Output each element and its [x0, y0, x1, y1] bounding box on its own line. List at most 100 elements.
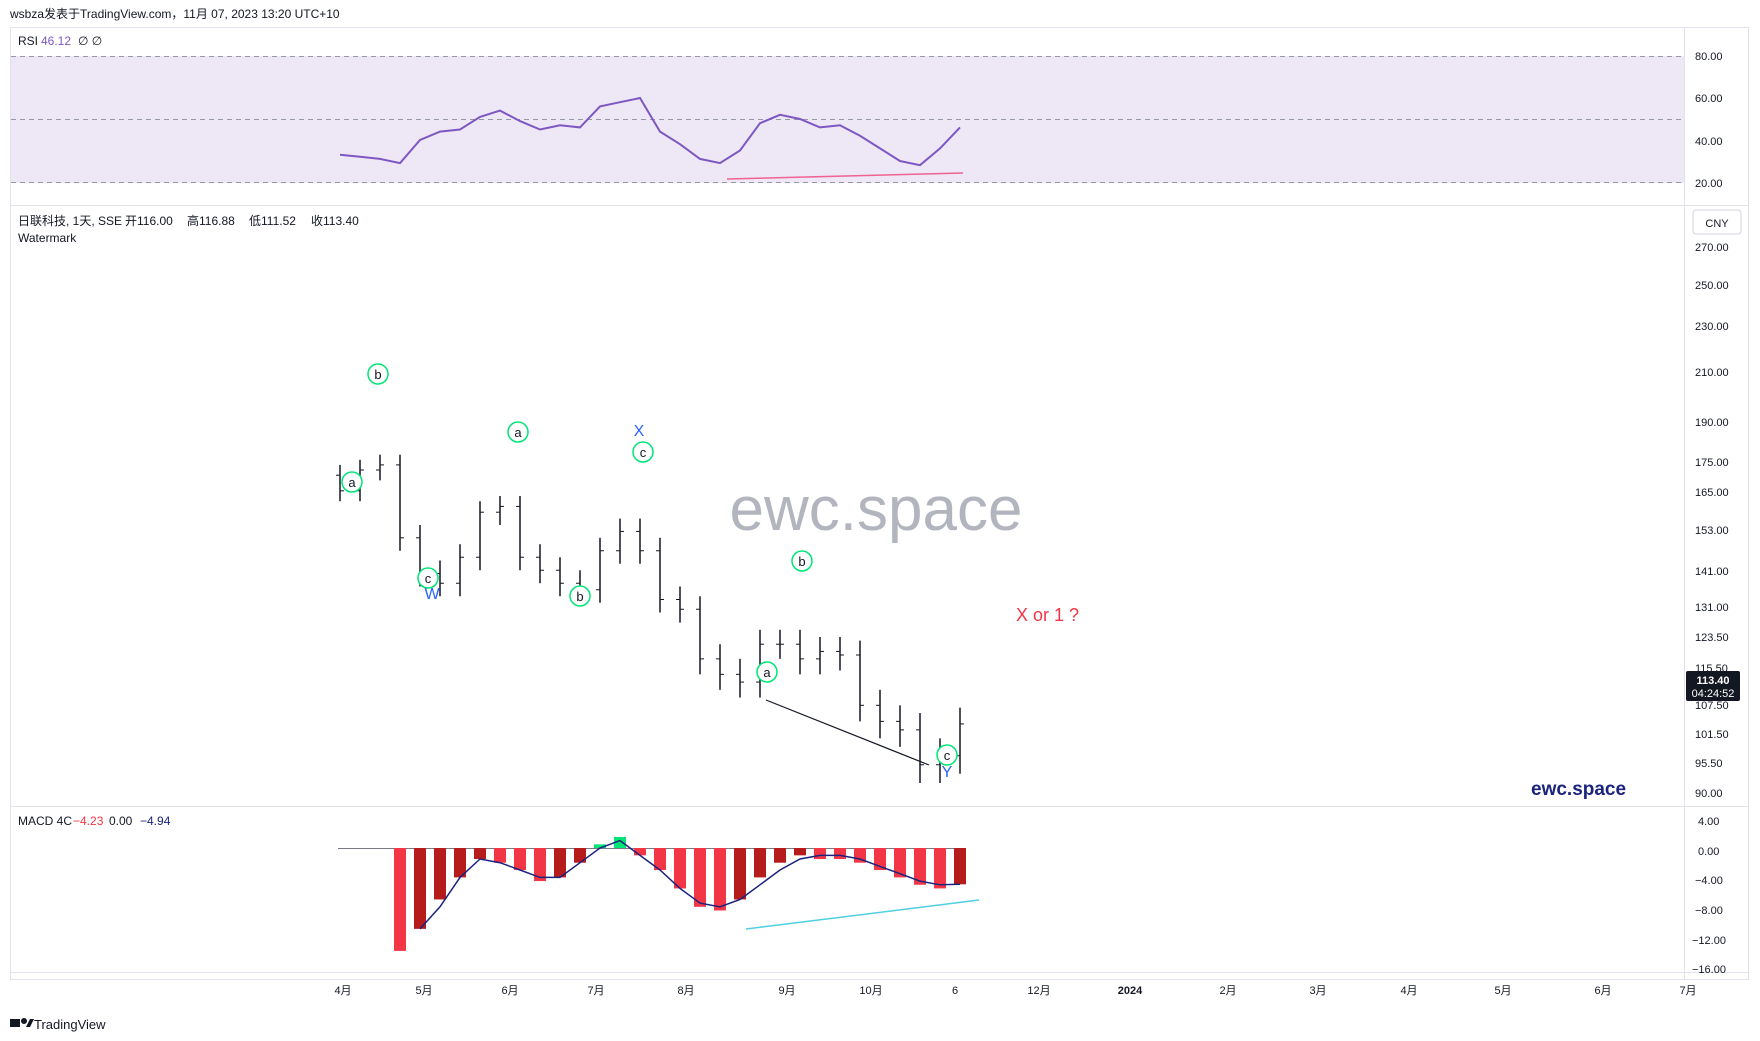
price-bar [716, 644, 724, 690]
wave-b1-text: b [374, 367, 381, 382]
macd-value-2: 0.00 [109, 814, 133, 828]
price-y-axis: 270.00 250.00 230.00 210.00 190.00 175.0… [1695, 242, 1729, 800]
wave-c2-circle [632, 441, 654, 463]
currency-box[interactable] [1692, 209, 1742, 235]
wave-c3-text: c [944, 748, 951, 763]
time-tick: 2024 [1118, 985, 1143, 997]
ohlc-high: 高116.88 [187, 213, 235, 228]
macd-bar [514, 848, 526, 871]
time-tick: 12月 [1027, 985, 1050, 997]
macd-bar [674, 848, 686, 889]
price-tick: 210.00 [1695, 367, 1729, 379]
price-bar [696, 596, 704, 675]
symbol-line: 日联科技, 1天, SSE [18, 214, 122, 228]
ohlc-open-label: 开 [125, 214, 137, 228]
time-tick: 2月 [1219, 985, 1236, 997]
price-tick: 190.00 [1695, 417, 1729, 429]
macd-bar [814, 848, 826, 860]
time-tick: 6 [952, 985, 958, 997]
price-tick: 250.00 [1695, 280, 1729, 292]
macd-value-3: −4.94 [140, 814, 171, 828]
wave-a2-circle [507, 421, 529, 443]
ohlc-open-value: 116.00 [137, 214, 173, 228]
wave-label-c3: c [936, 744, 958, 766]
wave-label-c2: c [632, 441, 654, 463]
price-bar [796, 629, 804, 675]
price-tick: 101.50 [1695, 729, 1729, 741]
wave-W-text: W [424, 586, 440, 603]
ohlc-high-value: 116.88 [199, 214, 235, 228]
macd-bar [794, 848, 806, 856]
wave-c2-text: c [640, 445, 647, 460]
rsi-divergence-line [726, 172, 964, 180]
currency-label: CNY [1705, 218, 1729, 230]
macd-bar [894, 848, 906, 878]
price-bar [736, 658, 744, 698]
rsi-tick: 60.00 [1695, 93, 1723, 105]
macd-bar [954, 848, 966, 885]
macd-bar [494, 848, 506, 863]
last-price-box [1686, 671, 1740, 701]
price-tick: 153.00 [1695, 525, 1729, 537]
macd-value-1: −4.23 [73, 814, 104, 828]
price-bar [836, 637, 844, 671]
price-bar [656, 537, 664, 613]
macd-bar [394, 848, 406, 951]
price-bar [376, 454, 384, 481]
macd-tick: −16.00 [1692, 964, 1726, 976]
wave-Y-text: Y [942, 764, 953, 781]
macd-bar [614, 836, 626, 848]
price-bar [756, 629, 764, 698]
price-bar [556, 557, 564, 597]
macd-bar [654, 848, 666, 871]
ohlc-low-label: 低 [249, 214, 261, 228]
wave-X-text: X [634, 423, 645, 440]
time-tick: 3月 [1309, 985, 1326, 997]
macd-tick: −8.00 [1695, 905, 1723, 917]
price-bar [596, 537, 604, 603]
ohlc-open: 开116.00 [125, 214, 173, 228]
tradingview-logo-dot [21, 1018, 27, 1024]
macd-title: MACD 4C [18, 814, 72, 828]
macd-bar [754, 848, 766, 878]
tradingview-logo-icon [10, 1019, 20, 1027]
price-bar [536, 544, 544, 584]
macd-bar [714, 848, 726, 911]
price-bar [956, 707, 964, 774]
wave-a3-circle [756, 661, 778, 683]
macd-y-axis: 4.00 0.00 −4.00 −8.00 −12.00 −16.00 [1692, 816, 1726, 976]
price-bar [456, 544, 464, 597]
rsi-tick: 80.00 [1695, 51, 1723, 63]
wave-label-c1: c [417, 567, 439, 589]
price-tick: 230.00 [1695, 321, 1729, 333]
ohlc-low-value: 111.52 [261, 214, 296, 228]
price-bar [776, 629, 784, 659]
price-bar [496, 496, 504, 525]
wave-a2-text: a [514, 425, 522, 440]
price-bar [896, 705, 904, 747]
price-tick: 90.00 [1695, 788, 1723, 800]
macd-bar [594, 844, 606, 848]
price-bar [636, 518, 644, 564]
price-tick: 95.50 [1695, 758, 1723, 770]
ohlc-close: 收113.40 [311, 214, 359, 228]
price-bar [616, 518, 624, 564]
macd-bar [474, 848, 486, 860]
wave-label-b2: b [569, 585, 591, 607]
countdown-value: 04:24:52 [1692, 688, 1735, 700]
time-tick: 8月 [677, 985, 694, 997]
macd-signal-line [419, 839, 961, 930]
ohlc-close-label: 收 [311, 214, 323, 228]
macd-bar [634, 848, 646, 856]
rsi-extra: ∅ ∅ [78, 34, 102, 48]
price-bar [856, 640, 864, 722]
macd-bar [734, 848, 746, 900]
publisher-line: wsbza发表于TradingView.com，11月 07, 2023 13:… [9, 6, 340, 21]
time-tick: 9月 [778, 985, 795, 997]
wave-label-a2: a [507, 421, 529, 443]
wave-a1-text: a [348, 475, 356, 490]
macd-bar [534, 848, 546, 882]
price-bar [336, 464, 344, 502]
tradingview-logo[interactable]: TradingView [10, 1017, 106, 1032]
